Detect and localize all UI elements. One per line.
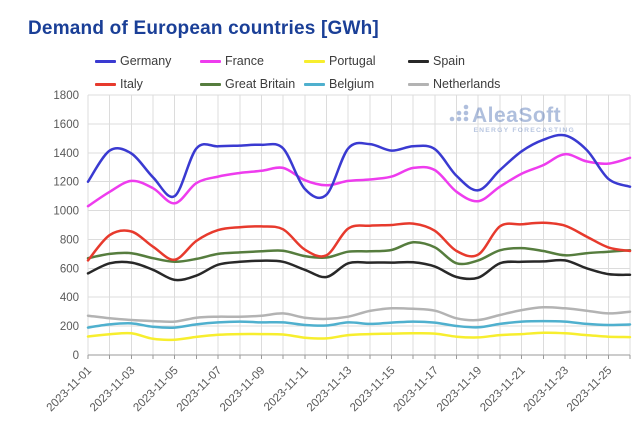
legend-item-great-britain: Great Britain: [200, 77, 304, 91]
x-axis-label: 2023-11-23: [522, 365, 571, 414]
x-axis-label: 2023-11-13: [305, 365, 354, 414]
legend-label: Netherlands: [433, 77, 501, 91]
x-axis-label: 2023-11-15: [348, 365, 397, 414]
y-axis-label: 1000: [53, 206, 79, 218]
legend-label: Belgium: [329, 77, 375, 91]
legend-label: Italy: [120, 77, 143, 91]
y-axis-label: 1400: [53, 148, 79, 160]
legend-item-spain: Spain: [408, 54, 615, 68]
x-axis-label: 2023-11-05: [131, 365, 180, 414]
legend-item-netherlands: Netherlands: [408, 77, 615, 91]
y-axis-label: 800: [60, 234, 79, 246]
legend-swatch-icon: [408, 82, 429, 86]
x-axis-label: 2023-11-03: [88, 365, 137, 414]
series-line-portugal: [86, 331, 632, 342]
x-axis-label: 2023-11-01: [45, 365, 94, 414]
x-axis-label: 2023-11-11: [262, 365, 311, 414]
legend-swatch-icon: [95, 82, 116, 86]
legend-swatch-icon: [408, 59, 429, 63]
y-axis-label: 200: [60, 321, 79, 333]
legend-label: Portugal: [329, 54, 376, 68]
legend-label: Great Britain: [225, 77, 296, 91]
legend-label: Spain: [433, 54, 465, 68]
y-axis-label: 1600: [53, 119, 79, 131]
aleasoft-logo-dots-icon: [463, 110, 469, 116]
legend-item-france: France: [200, 54, 304, 68]
y-axis-label: 1800: [53, 90, 79, 102]
legend: Germany France Portugal Spain Italy Great Bri…: [95, 54, 615, 91]
legend-item-germany: Germany: [95, 54, 200, 68]
x-axis-label: 2023-11-25: [565, 365, 614, 414]
y-axis-label: 600: [60, 263, 79, 275]
aleasoft-logo-brand: AleaSoft: [472, 104, 561, 127]
y-axis-label: 1200: [53, 177, 79, 189]
series-line-belgium: [86, 319, 632, 329]
legend-swatch-icon: [200, 59, 221, 63]
legend-item-portugal: Portugal: [304, 54, 408, 68]
x-axis-label: 2023-11-21: [478, 365, 527, 414]
legend-label: France: [225, 54, 264, 68]
legend-item-italy: Italy: [95, 77, 200, 91]
series-line-great-britain: [86, 241, 632, 266]
series-line-spain: [86, 258, 632, 282]
y-axis-label: 400: [60, 292, 79, 304]
aleasoft-logo-dots-icon: [463, 116, 469, 122]
legend-swatch-icon: [304, 82, 325, 86]
x-axis-label: 2023-11-19: [435, 365, 484, 414]
series-line-italy: [86, 221, 632, 262]
aleasoft-logo-dots-icon: [456, 116, 462, 122]
series-line-france: [86, 152, 632, 208]
x-axis-label: 2023-11-17: [392, 365, 441, 414]
aleasoft-logo-dots-icon: [449, 116, 455, 122]
aleasoft-logo-dots-icon: [463, 104, 469, 110]
series-line-netherlands: [86, 305, 632, 324]
aleasoft-logo-dots-icon: [456, 110, 462, 116]
x-axis-label: 2023-11-07: [175, 365, 224, 414]
legend-swatch-icon: [95, 59, 116, 63]
legend-swatch-icon: [304, 59, 325, 63]
chart-title: Demand of European countries [GWh]: [28, 18, 379, 39]
series-line-germany: [86, 133, 632, 200]
legend-label: Germany: [120, 54, 172, 68]
aleasoft-logo-tagline: ENERGY FORECASTING: [473, 127, 575, 134]
y-axis-label: 0: [73, 350, 79, 362]
legend-item-belgium: Belgium: [304, 77, 408, 91]
x-axis-label: 2023-11-09: [218, 365, 267, 414]
legend-swatch-icon: [200, 82, 221, 86]
